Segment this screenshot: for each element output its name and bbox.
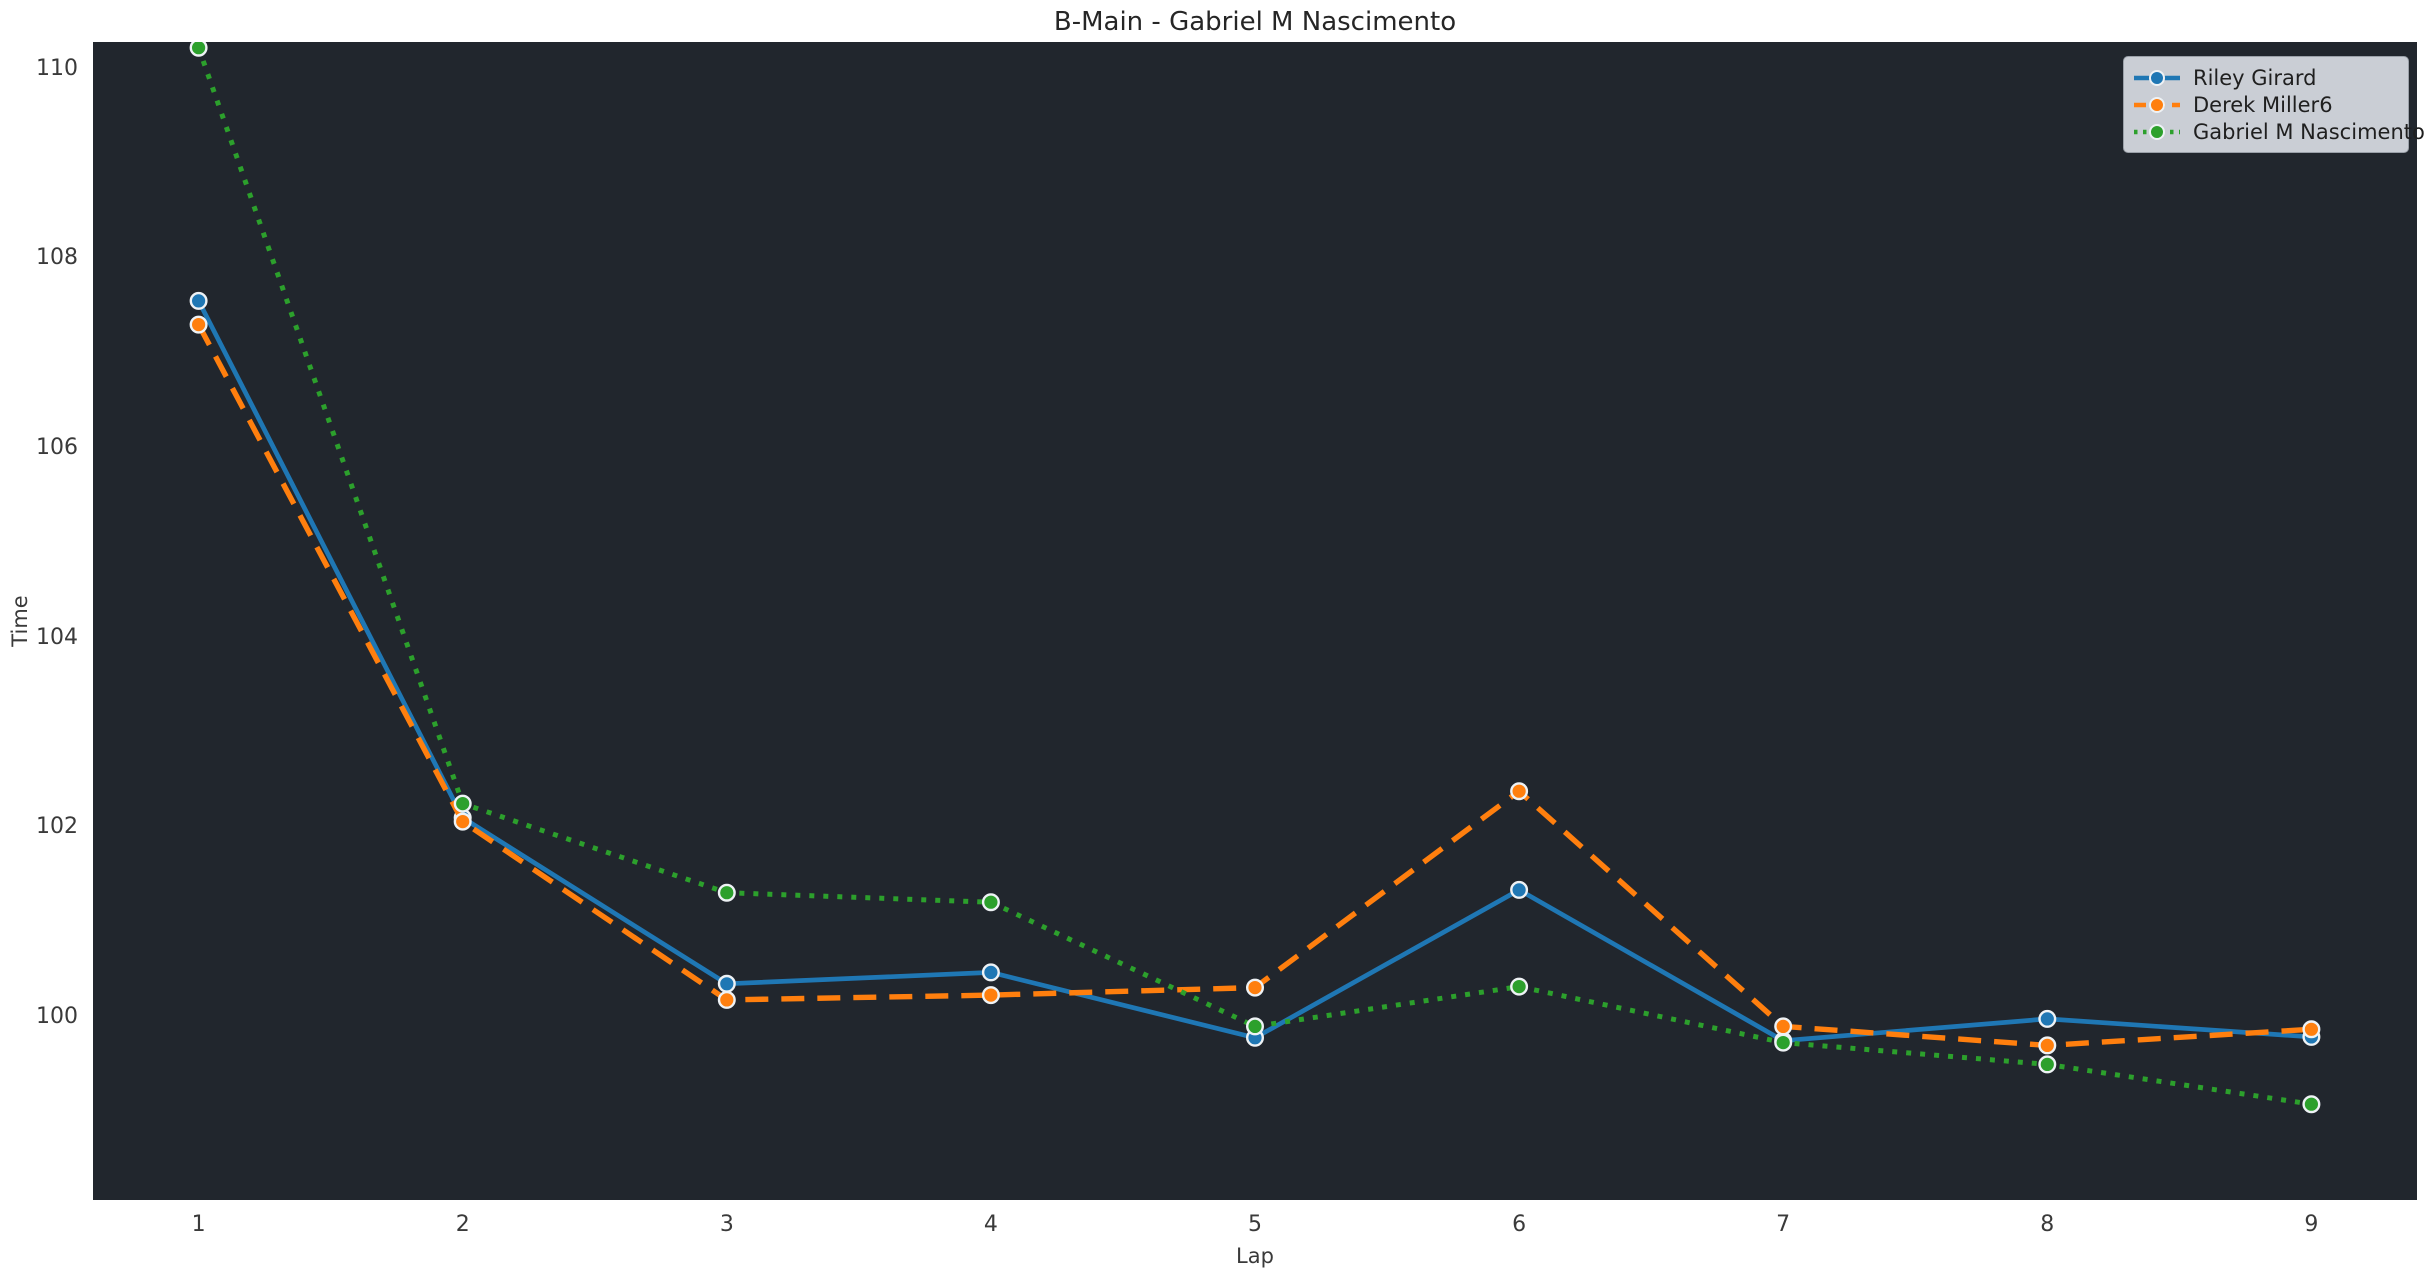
data-point-derek-miller6-lap-6: [1510, 782, 1529, 801]
x-tick-label-7: 7: [1776, 1212, 1791, 1237]
x-tick-label-1: 1: [191, 1212, 206, 1237]
data-point-gabriel-m-nascimento-lap-1: [189, 42, 208, 57]
legend: Riley Girard Derek Miller6 Gabriel M Nasci…: [2123, 56, 2425, 153]
data-point-gabriel-m-nascimento-lap-6: [1510, 977, 1529, 996]
y-tick-label-102: 102: [36, 814, 78, 840]
x-tick-label-9: 9: [2304, 1212, 2319, 1237]
data-point-derek-miller6-lap-7: [1774, 1017, 1793, 1036]
y-tick-label-106: 106: [36, 434, 78, 460]
x-axis-label: Lap: [1236, 1244, 1274, 1268]
data-point-derek-miller6-lap-3: [717, 990, 736, 1009]
legend-label-gabriel-m-nascimento: Gabriel M Nascimento: [2193, 119, 2425, 144]
x-tick-label-5: 5: [1248, 1212, 1262, 1237]
data-point-riley-girard-lap-3: [717, 974, 736, 993]
data-point-gabriel-m-nascimento-lap-3: [717, 883, 736, 902]
y-tick-label-100: 100: [36, 1003, 78, 1029]
x-tick-label-2: 2: [455, 1212, 470, 1237]
plot-area: [93, 42, 2417, 1200]
data-point-gabriel-m-nascimento-lap-8: [2038, 1055, 2057, 1074]
y-axis-label: Time: [8, 595, 32, 647]
legend-line-sample-gabriel-m-nascimento: [2134, 123, 2180, 140]
x-tick-label-3: 3: [719, 1212, 734, 1237]
data-point-derek-miller6-lap-4: [981, 986, 1000, 1005]
x-tick-label-8: 8: [2040, 1212, 2055, 1237]
x-tick-label-4: 4: [983, 1212, 998, 1237]
data-point-derek-miller6-lap-5: [1245, 978, 1264, 997]
legend-marker-icon: [2149, 96, 2165, 113]
legend-item-gabriel-m-nascimento: Gabriel M Nascimento: [2133, 118, 2425, 145]
data-point-derek-miller6-lap-9: [2302, 1020, 2321, 1039]
x-tick-label-6: 6: [1512, 1212, 1527, 1237]
data-point-riley-girard-lap-8: [2038, 1009, 2057, 1028]
series-line-derek-miller6: [196, 323, 2312, 1049]
chart-title: B-Main - Gabriel M Nascimento: [1053, 7, 1457, 37]
data-point-gabriel-m-nascimento-lap-5: [1245, 1017, 1264, 1036]
y-tick-label-110: 110: [36, 55, 78, 81]
data-point-gabriel-m-nascimento-lap-4: [981, 893, 1000, 912]
data-point-gabriel-m-nascimento-lap-9: [2302, 1095, 2321, 1114]
series-line-riley-girard: [196, 299, 2312, 1044]
y-tick-label-104: 104: [36, 624, 78, 650]
legend-item-riley-girard: Riley Girard: [2133, 64, 2398, 91]
data-point-riley-girard-lap-6: [1510, 880, 1529, 899]
data-point-riley-girard-lap-4: [981, 963, 1000, 982]
data-point-riley-girard-lap-1: [189, 291, 208, 310]
data-point-derek-miller6-lap-8: [2038, 1036, 2057, 1055]
legend-label-derek-miller6: Derek Miller6: [2193, 92, 2333, 117]
data-point-gabriel-m-nascimento-lap-2: [453, 794, 472, 813]
legend-marker-icon: [2149, 69, 2165, 86]
legend-line-sample-derek-miller6: [2134, 96, 2180, 113]
data-point-derek-miller6-lap-1: [189, 315, 208, 334]
legend-marker-icon: [2149, 123, 2165, 140]
data-point-derek-miller6-lap-2: [453, 812, 472, 831]
legend-line-sample-riley-girard: [2134, 69, 2180, 86]
series-line-gabriel-m-nascimento: [196, 46, 2312, 1107]
data-point-gabriel-m-nascimento-lap-7: [1774, 1033, 1793, 1052]
plot-canvas: [189, 42, 2321, 1114]
legend-label-riley-girard: Riley Girard: [2193, 65, 2317, 90]
legend-item-derek-miller6: Derek Miller6: [2133, 91, 2398, 118]
y-tick-label-108: 108: [36, 245, 78, 271]
